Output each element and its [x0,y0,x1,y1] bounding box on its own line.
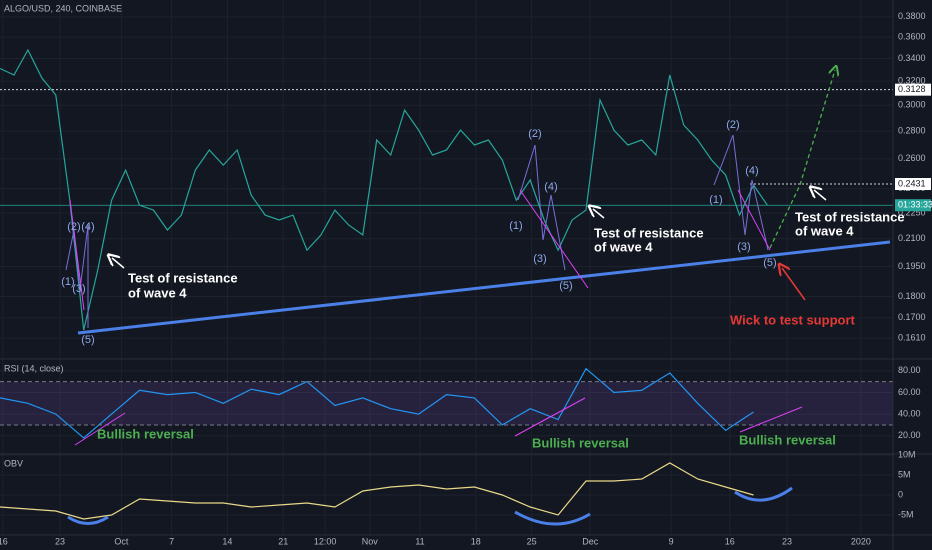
y-tick-label: -5M [898,509,914,519]
support-line [77,240,891,335]
wave-label: (4) [544,181,557,193]
wave-line [65,224,89,328]
rsi-band-fill [0,382,893,425]
y-tick-label: 40.00 [898,408,921,418]
panel-title: RSI (14, close) [4,363,64,373]
annotation: Bullish reversal [532,435,629,450]
x-tick-label: 25 [527,536,537,546]
x-tick-label: Dec [582,536,599,546]
rsi-trend [739,406,803,433]
y-tick-label: 0.3600 [898,31,926,41]
obv-curve [734,486,793,502]
rsi-trend [74,412,126,446]
annotation: Test of resistance [795,209,905,224]
level-box [895,178,931,191]
y-tick-label: 10M [898,449,916,459]
wave-label: (5) [763,257,776,269]
panel-title: OBV [4,458,23,468]
arrow [782,268,806,301]
wave-label: (1) [61,276,74,288]
x-tick-label: 23 [782,536,792,546]
level-label: 0.2431 [898,178,926,188]
x-tick-label: 18 [471,536,481,546]
marks [0,48,893,520]
level-label: 0.3128 [898,84,926,94]
x-tick-label: 7 [169,536,174,546]
x-tick-label: 16 [725,536,735,546]
arrow [814,190,827,201]
grid [0,0,893,535]
x-tick-label: 2020 [851,536,871,546]
y-tick-label: 0.1610 [898,333,926,343]
trend-line [519,189,589,289]
annotation: of wave 4 [795,223,854,238]
y-tick-label: 20.00 [898,430,921,440]
wave-line [713,134,769,251]
annotation: Wick to test support [730,312,856,327]
y-tick-label: 0.3000 [898,100,926,110]
y-tick-label: 0.2600 [898,153,926,163]
annotation: Test of resistance [594,225,704,240]
arrow [112,258,125,269]
countdown: 01:33:33 [898,200,932,210]
annotation: of wave 4 [128,285,187,300]
y-tick-label: 0.2800 [898,125,926,135]
x-tick-label: Oct [114,536,129,546]
obv-curve [67,515,109,525]
y-tick-label: 80.00 [898,365,921,375]
x-tick-label: Nov [362,536,379,546]
y-tick-label: 60.00 [898,387,921,397]
wave-label: (3) [72,283,85,295]
rsi-trend [514,397,586,437]
y-tick-label: 0.2100 [898,233,926,243]
y-tick-label: 0.2250 [898,207,926,217]
wave-label: (4) [745,165,758,177]
trend-line [737,189,771,251]
series-line [0,48,768,331]
wave-label: (4) [81,221,94,233]
annotation: of wave 4 [594,239,653,254]
x-tick-label: 9 [669,536,674,546]
wave-label: (1) [709,194,722,206]
x-tick-label: 23 [55,536,65,546]
projection [769,70,835,249]
y-tick-label: 0.3400 [898,53,926,63]
x-tick-label: 11 [415,536,424,546]
x-tick-label: 12:00 [314,536,337,546]
series-line [0,367,754,439]
wave-label: (3) [533,253,546,265]
y-tick-label: 0.1950 [898,261,926,271]
wave-line [517,144,566,271]
wave-label: (3) [737,241,750,253]
x-tick-label: 16 [0,536,8,546]
y-tick-label: 0.3200 [898,76,926,86]
trend-line [69,199,85,311]
series-line [0,462,754,520]
y-tick-label: 0.1700 [898,312,926,322]
x-tick-label: 14 [222,536,232,546]
wave-label: (2) [67,221,80,233]
level-box [895,83,931,96]
wave-label: (2) [726,119,739,131]
wave-label: (1) [509,220,522,232]
x-tick-label: 21 [278,536,288,546]
wave-label: (2) [528,128,541,140]
annotation: Test of resistance [128,270,238,285]
annotation: Bullish reversal [97,426,194,441]
obv-curve [514,510,591,526]
chart-title: ALGO/USD, 240, COINBASE [4,3,122,13]
y-tick-label: 0.3800 [898,11,926,21]
wave-label: (5) [559,280,572,292]
arrow [593,209,605,219]
y-tick-label: 0.1800 [898,291,926,301]
wave-label: (5) [81,334,94,346]
countdown-box [895,199,931,212]
annotation: Bullish reversal [739,432,836,447]
y-tick-label: 5M [898,469,911,479]
y-tick-label: 0 [898,489,903,499]
